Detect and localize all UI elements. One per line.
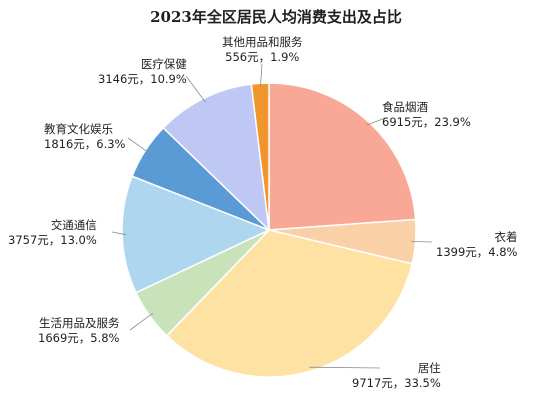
label-food: 食品烟酒 6915元，23.9% (382, 100, 471, 129)
pie-slice-transport (121, 175, 271, 294)
label-other: 其他用品和服务 556元，1.9% (222, 35, 303, 64)
label-education: 教育文化娱乐 1816元，6.3% (44, 122, 126, 151)
leader-line-other (260, 63, 263, 88)
chart-title: 2023年全区居民人均消费支出及占比 (150, 8, 402, 26)
leader-line-food (366, 117, 386, 126)
label-housing: 居住 9717元，33.5% (352, 361, 441, 390)
pie-slice-other (250, 82, 270, 231)
pie-slice-healthcare (162, 83, 270, 233)
leader-line-housing (309, 366, 381, 369)
leader-line-daily-goods (129, 312, 153, 331)
label-transport: 交通通信 3757元，13.0% (8, 218, 97, 247)
label-clothing: 衣着 1399元，4.8% (436, 230, 518, 259)
pie-slice-housing (165, 229, 413, 378)
label-daily-goods: 生活用品及服务 1669元，5.8% (38, 316, 120, 345)
leader-line-transport (111, 231, 127, 236)
label-healthcare: 医疗保健 3146元，10.9% (98, 57, 187, 86)
leader-line-healthcare (185, 75, 206, 103)
pie-slice-food (268, 82, 417, 231)
leader-line-education (127, 137, 149, 154)
leader-line-clothing (411, 241, 433, 243)
